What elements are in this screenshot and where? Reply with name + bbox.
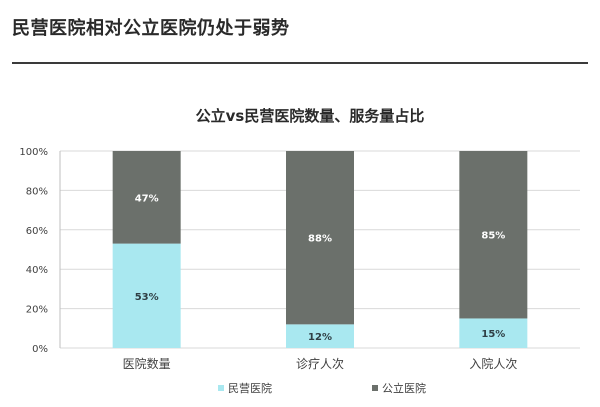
slide-title: 民营医院相对公立医院仍处于弱势 [12,18,290,39]
legend-swatch-private [218,385,224,391]
bar-public [286,151,354,325]
bar-public [112,151,181,244]
legend-label: 公立医院 [382,381,426,395]
y-tick-label: 80% [26,186,48,197]
y-tick-label: 100% [19,147,48,158]
title-divider [12,62,588,64]
data-label: 47% [135,193,159,204]
bar-public [459,151,528,319]
y-tick-label: 60% [26,226,48,237]
bar-private [112,243,181,348]
legend-label: 民营医院 [228,381,272,395]
data-label: 15% [481,329,505,340]
y-tick-label: 20% [26,305,48,316]
data-label: 53% [135,292,159,303]
y-tick-label: 0% [32,344,48,355]
legend-swatch-public [372,385,378,391]
data-label: 85% [481,231,505,242]
stacked-bar-chart: 公立vs民营医院数量、服务量占比 0% 20% 40% 60% 80% 100% 53% 47… [19,107,580,395]
y-tick-label: 40% [26,265,48,276]
x-tick-label: 入院人次 [469,357,517,371]
data-label: 88% [308,234,332,245]
x-tick-label: 诊疗人次 [296,357,344,371]
x-tick-label: 医院数量 [123,356,171,371]
bar-private [459,318,528,348]
data-label: 12% [308,332,332,343]
chart-title: 公立vs民营医院数量、服务量占比 [196,107,425,125]
chart-container: 公立vs民营医院数量、服务量占比 0% 20% 40% 60% 80% 100% 53% 47… [0,95,600,403]
bar-private [286,324,354,348]
